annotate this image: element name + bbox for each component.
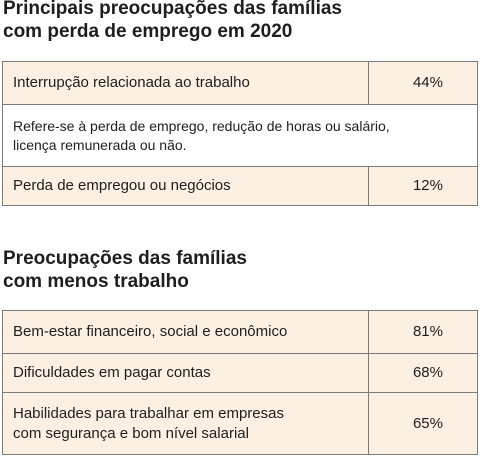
section1-title-line-2: com perda de emprego em 2020 (3, 21, 293, 42)
row-value-job-business-loss: 12% (368, 166, 478, 206)
row-label-wellbeing: Bem-estar financeiro, social e econômico (2, 310, 369, 354)
row-label-safe-work: Habilidades para trabalhar em empresas c… (2, 392, 369, 455)
table-row: Perda de empregou ou negócios 12% (2, 166, 478, 206)
table-row: Interrupção relacionada ao trabalho 44% (2, 61, 478, 105)
row-label-job-business-loss: Perda de empregou ou negócios (2, 166, 369, 206)
row-label-work-interruption: Interrupção relacionada ao trabalho (2, 61, 369, 105)
definition-note: Refere-se à perda de emprego, redução de… (2, 104, 478, 167)
row-value-wellbeing: 81% (368, 310, 478, 354)
less-work-concerns-table: Bem-estar financeiro, social e econômico… (2, 310, 478, 455)
section2-title-line-1: Preocupações das famílias (3, 248, 247, 269)
table-note-row: Refere-se à perda de emprego, redução de… (2, 104, 478, 167)
table-row: Habilidades para trabalhar em empresas c… (2, 392, 478, 455)
row-value-work-interruption: 44% (368, 61, 478, 105)
section1-title-line-1: Principais preocupações das famílias (3, 0, 342, 19)
section1-title: Principais preocupações das famílias com… (3, 0, 342, 43)
table-row: Bem-estar financeiro, social e econômico… (2, 310, 478, 354)
row-value-safe-work: 65% (368, 392, 478, 455)
row-value-paying-bills: 68% (368, 353, 478, 393)
section2-title: Preocupações das famílias com menos trab… (3, 247, 247, 293)
section2-title-line-2: com menos trabalho (3, 271, 189, 292)
job-loss-concerns-table: Interrupção relacionada ao trabalho 44% … (2, 61, 478, 206)
definition-note-line-2: licença remunerada ou não. (13, 136, 187, 153)
definition-note-line-1: Refere-se à perda de emprego, redução de… (13, 117, 390, 134)
row-label-paying-bills: Dificuldades em pagar contas (2, 353, 369, 393)
row-label-safe-work-line-1: Habilidades para trabalhar em empresas (13, 404, 284, 422)
table-row: Dificuldades em pagar contas 68% (2, 353, 478, 393)
row-label-safe-work-line-2: com segurança e bom nível salarial (13, 424, 249, 442)
